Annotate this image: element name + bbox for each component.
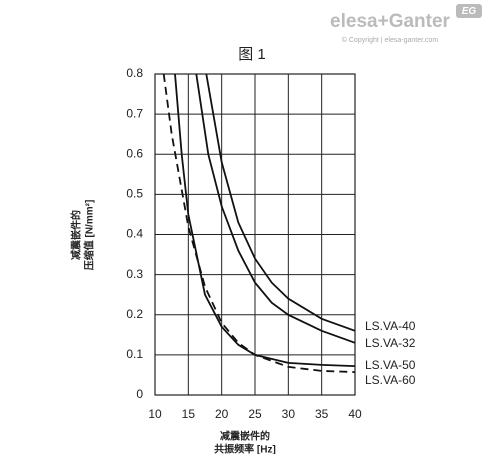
legend-label: LS.VA-40 <box>365 319 416 333</box>
x-tick-label: 15 <box>182 407 196 421</box>
copyright: © Copyright | elesa-ganter.com <box>342 36 439 44</box>
x-tick-label: 10 <box>148 407 162 421</box>
y-tick-label: 0.7 <box>126 106 143 120</box>
x-tick-label: 35 <box>315 407 329 421</box>
y-tick-label: 0.1 <box>126 347 143 361</box>
y-tick-label: 0.4 <box>126 227 143 241</box>
x-axis-label: 共振频率 [Hz] <box>214 443 276 454</box>
y-tick-label: 0.2 <box>126 307 143 321</box>
x-axis-label: 减震嵌件的 <box>220 430 270 443</box>
legend-label: LS.VA-60 <box>365 373 416 387</box>
badge: EG <box>462 6 477 17</box>
series-line <box>205 73 356 332</box>
legend-label: LS.VA-50 <box>365 358 416 372</box>
y-tick-label: 0.8 <box>126 66 143 80</box>
plot-frame <box>154 73 356 396</box>
series-line <box>162 73 356 373</box>
x-tick-label: 30 <box>282 407 296 421</box>
y-axis-label: 减震嵌件的 <box>70 210 83 260</box>
badge-box <box>456 4 482 18</box>
chart-title: 图 1 <box>238 46 266 63</box>
y-tick-label: 0.6 <box>126 146 143 160</box>
y-axis-label: 压缩值 [N/mm²] <box>83 200 96 271</box>
x-tick-label: 25 <box>248 407 262 421</box>
x-tick-label: 40 <box>348 407 362 421</box>
legend-label: LS.VA-32 <box>365 336 416 350</box>
series-line <box>174 73 356 367</box>
y-tick-label: 0.5 <box>126 187 143 201</box>
y-tick-label: 0 <box>136 387 143 401</box>
brand-logo: elesa+Ganter <box>330 11 450 32</box>
x-tick-label: 20 <box>215 407 229 421</box>
series-line <box>195 73 356 344</box>
y-tick-label: 0.3 <box>126 267 143 281</box>
